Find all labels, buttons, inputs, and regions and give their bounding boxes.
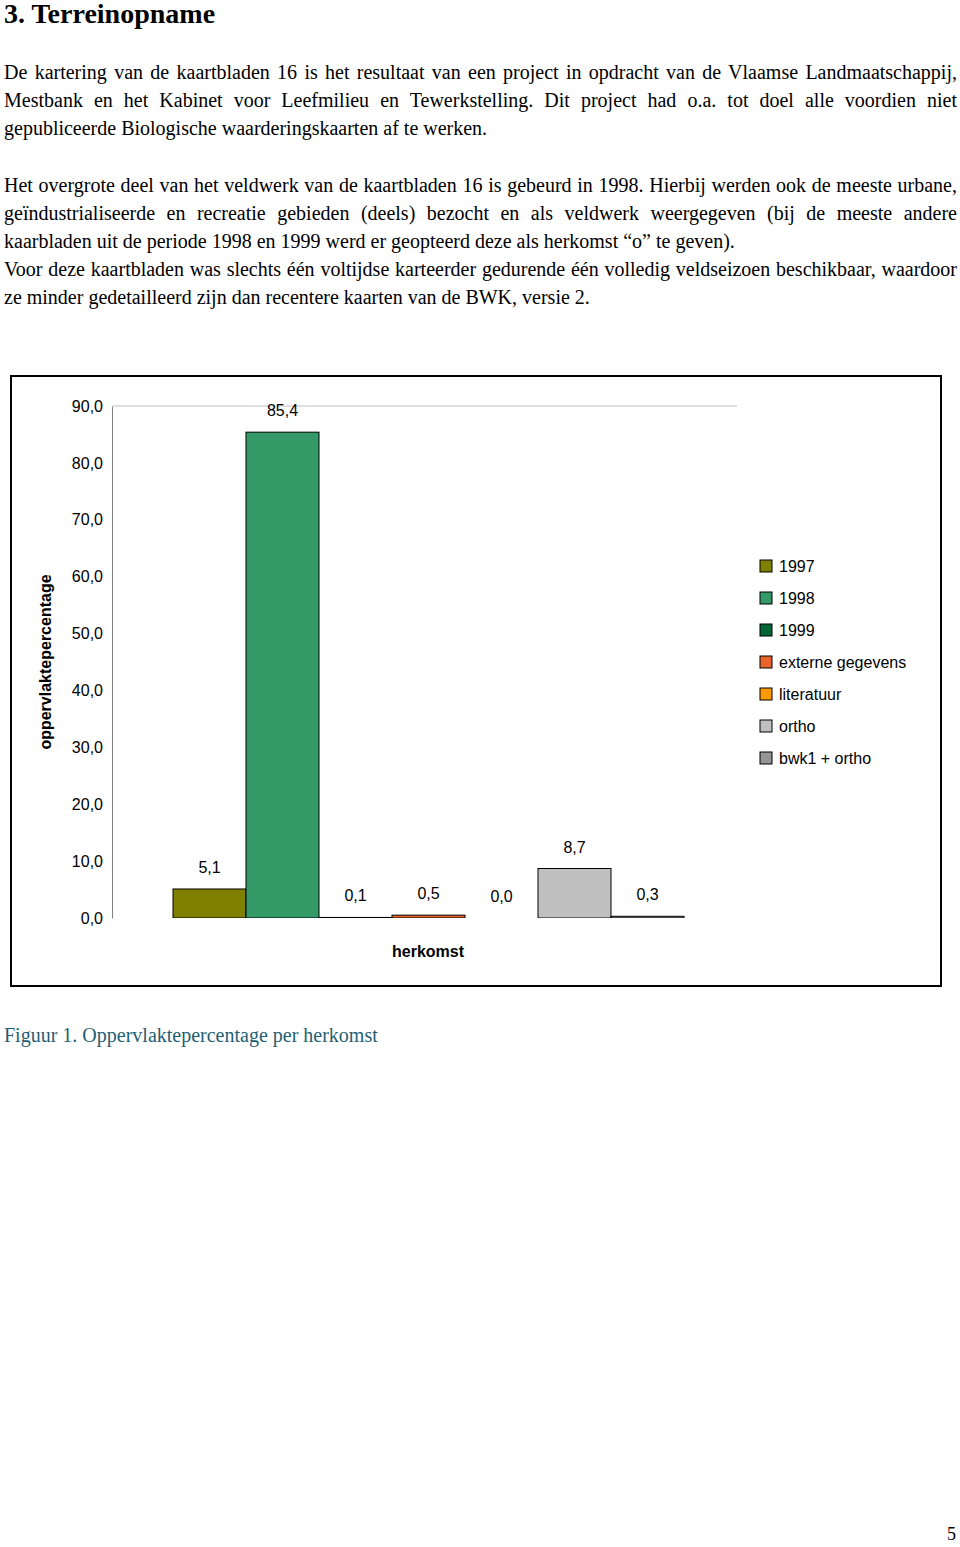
paragraph: Het overgrote deel van het veldwerk van … bbox=[4, 171, 957, 255]
y-tick-label: 0,0 bbox=[81, 910, 103, 927]
legend-swatch bbox=[760, 752, 772, 764]
legend-label: literatuur bbox=[779, 686, 842, 703]
y-axis-title: oppervlaktepercentage bbox=[37, 574, 54, 749]
caption: Figuur 1. Oppervlaktepercentage per herk… bbox=[4, 1024, 378, 1047]
legend-label: 1999 bbox=[779, 622, 815, 639]
y-tick: 80,0 bbox=[72, 455, 112, 472]
y-tick: 90,0 bbox=[72, 398, 112, 415]
y-tick-label: 90,0 bbox=[72, 398, 103, 415]
heading: 3. Terreinopname bbox=[4, 0, 215, 32]
legend-label: 1998 bbox=[779, 590, 815, 607]
y-tick-label: 40,0 bbox=[72, 682, 103, 699]
page-number: 5 bbox=[947, 1524, 956, 1545]
bar bbox=[392, 915, 465, 918]
chart: 0,010,020,030,040,050,060,070,080,090,05… bbox=[0, 0, 960, 1547]
body-text: De kartering van de kaartbladen 16 is he… bbox=[4, 58, 957, 311]
y-axis-line bbox=[112, 407, 113, 919]
legend-swatch bbox=[760, 656, 772, 668]
y-tick: 40,0 bbox=[72, 682, 112, 699]
legend-swatch bbox=[760, 592, 772, 604]
y-tick: 50,0 bbox=[72, 625, 112, 642]
data-label: 0,5 bbox=[417, 885, 439, 902]
legend: 1997 1998 1999 externe gegevens literatuur or… bbox=[760, 558, 906, 767]
y-tick-label: 60,0 bbox=[72, 568, 103, 585]
y-tick-label: 10,0 bbox=[72, 853, 103, 870]
legend-swatch bbox=[760, 720, 772, 732]
paragraph: De kartering van de kaartbladen 16 is he… bbox=[4, 58, 957, 142]
bars bbox=[173, 432, 684, 918]
bar bbox=[173, 889, 246, 918]
legend-label: 1997 bbox=[779, 558, 815, 575]
y-tick-label: 20,0 bbox=[72, 796, 103, 813]
y-tick: 30,0 bbox=[72, 739, 112, 756]
data-label: 0,3 bbox=[636, 886, 658, 903]
data-label: 8,7 bbox=[563, 839, 585, 856]
bar bbox=[611, 916, 684, 918]
legend-swatch bbox=[760, 560, 772, 572]
y-tick-label: 80,0 bbox=[72, 455, 103, 472]
y-tick: 0,0 bbox=[81, 910, 112, 927]
y-tick-label: 70,0 bbox=[72, 511, 103, 528]
data-label: 0,1 bbox=[344, 887, 366, 904]
bar bbox=[319, 917, 392, 918]
y-tick-label: 30,0 bbox=[72, 739, 103, 756]
plot-top-border bbox=[112, 406, 737, 407]
bar bbox=[465, 918, 538, 919]
y-tick: 20,0 bbox=[72, 796, 112, 813]
legend-label: externe gegevens bbox=[779, 654, 906, 671]
data-label: 85,4 bbox=[267, 402, 298, 419]
data-label: 0,0 bbox=[490, 888, 512, 905]
y-tick: 60,0 bbox=[72, 568, 112, 585]
legend-swatch bbox=[760, 688, 772, 700]
bar bbox=[246, 432, 319, 918]
data-labels: 5,1 85,4 0,1 0,5 0,0 8,7 0,3 bbox=[198, 402, 658, 905]
y-tick: 10,0 bbox=[72, 853, 112, 870]
chart-frame bbox=[11, 376, 941, 986]
y-tick: 70,0 bbox=[72, 511, 112, 528]
legend-label: ortho bbox=[779, 718, 816, 735]
data-label: 5,1 bbox=[198, 859, 220, 876]
bar bbox=[538, 869, 611, 918]
legend-swatch bbox=[760, 624, 772, 636]
y-axis: 0,0 10,0 20,0 30,0 40,0 50,0 60,0 70,0 80,0 90,0 bbox=[72, 398, 113, 927]
y-tick-label: 50,0 bbox=[72, 625, 103, 642]
paragraph: Voor deze kaartbladen was slechts één vo… bbox=[4, 255, 957, 311]
x-axis-title: herkomst bbox=[392, 943, 465, 960]
legend-label: bwk1 + ortho bbox=[779, 750, 871, 767]
